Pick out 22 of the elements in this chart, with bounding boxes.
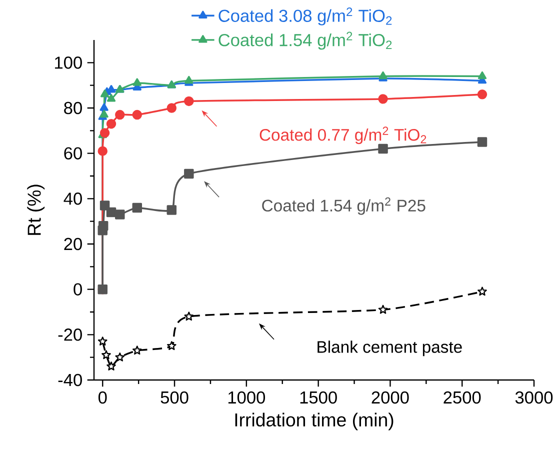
legend-label: Coated 1.54 g/m$^{2}$ TiO$_{2}$ [218,32,392,50]
series-label: Blank cement paste [318,340,462,356]
y-tick-label: 80 [64,102,82,114]
y-tick-label: -20 [58,328,82,341]
y-tick-label: 100 [55,56,82,69]
y-tick-label: -40 [58,374,82,386]
x-tick-label: 2500 [444,391,481,404]
text: Coated 1.54 g/m$^{2}$ P25 [262,197,426,215]
x-tick-label: 1500 [300,391,337,404]
x-tick-label: 2000 [372,391,409,404]
y-tick-label: 60 [64,147,82,160]
x-tick-label: 500 [160,391,188,404]
y-tick-label: 0 [74,283,82,296]
x-tick-label: 0 [98,391,107,404]
legend-label: Coated 3.08 g/m$^{2}$ TiO$_{2}$ [218,8,392,26]
y-axis-title: Rt (%) [27,184,45,235]
x-tick-label: 1000 [228,391,266,404]
x-axis-title: Irridation time (min) [235,412,394,430]
y-tick-label: 40 [64,192,82,205]
series-label: Coated 0.77 g/m$^{2}$ TiO$_{2}$ [260,126,426,144]
x-tick-label: 3000 [515,391,553,404]
y-tick-label: 20 [64,238,82,250]
